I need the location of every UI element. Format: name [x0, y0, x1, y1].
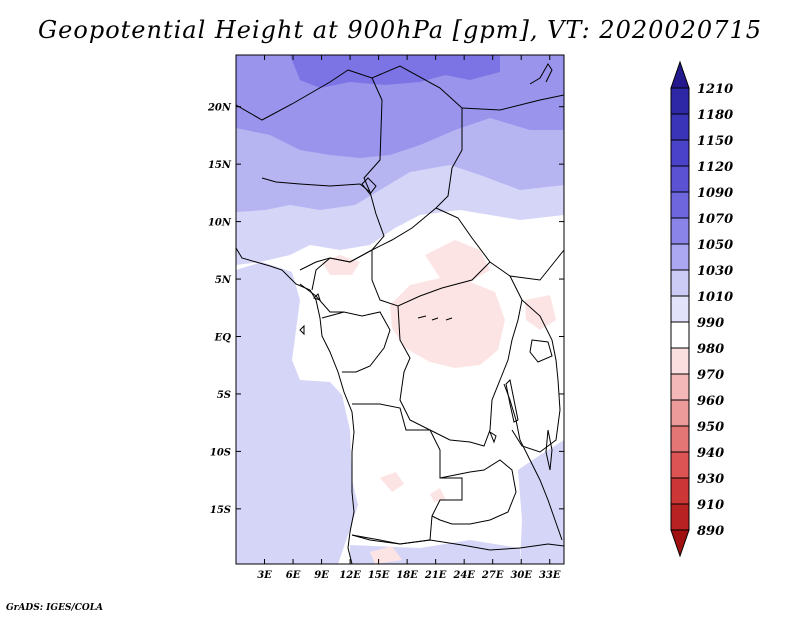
colorbar-swatch [670, 399, 690, 427]
shade-pink-west [322, 255, 360, 275]
border-tanzania [511, 299, 561, 453]
border-south-namibia [351, 534, 564, 551]
colorbar-label: 1150 [697, 134, 733, 149]
colorbar-label: 910 [697, 498, 724, 513]
colorbar-swatch [670, 503, 690, 531]
grads-credit: GrADS: IGES/COLA [6, 603, 104, 613]
colorbar-label: 970 [697, 368, 724, 383]
lake-chad [361, 177, 377, 195]
islands-gulf [299, 293, 321, 336]
colorbar-label: 1050 [697, 238, 733, 253]
colorbar-label: 930 [697, 472, 724, 487]
colorbar-label: 1030 [697, 264, 733, 279]
lat-label: 15N [208, 160, 232, 171]
border-sudan-car [435, 207, 564, 281]
colorbar-label: 980 [697, 342, 724, 357]
shade-ocean [236, 262, 358, 564]
colorbar-swatch [670, 477, 690, 505]
colorbar-label: 950 [697, 420, 724, 435]
lat-label: EQ [214, 333, 232, 344]
colorbar-swatch [670, 295, 690, 323]
colorbar-label: 1010 [697, 290, 733, 305]
country-borders [236, 63, 564, 564]
shade-pink-east [525, 295, 556, 330]
shade-pink-south [380, 472, 404, 492]
colorbar-swatch [670, 321, 690, 349]
colorbar: 1210 1180 1150 1120 1090 1070 1050 1030 1010 990 9… [670, 60, 733, 558]
lon-label: 24E [452, 570, 475, 581]
colorbar-swatch [670, 425, 690, 453]
colorbar-label: 990 [697, 316, 724, 331]
border-gabon-congo [321, 311, 391, 373]
colorbar-swatch [670, 113, 690, 141]
lon-label: 30E [510, 570, 532, 581]
lake-mweru [488, 430, 497, 444]
colorbar-swatch [670, 243, 690, 271]
border-chad-sudan [371, 108, 463, 251]
border-cameroon [299, 249, 373, 313]
colorbar-bottom-arrow [670, 529, 690, 558]
border-sahara-2 [347, 65, 463, 109]
colorbar-swatch [670, 87, 690, 115]
shade-north-dark [290, 55, 500, 88]
shade-southeast [518, 440, 564, 564]
lake-malawi [545, 429, 553, 471]
colorbar-label: 940 [697, 446, 724, 461]
lat-axis: 20N 15N 10N 5N EQ 5S 10S 15S [207, 103, 564, 516]
colorbar-label: 960 [697, 394, 724, 409]
colorbar-swatch [670, 165, 690, 193]
colorbar-swatch [670, 347, 690, 375]
lon-label: 6E [286, 570, 301, 581]
colorbar-top-arrow [670, 60, 690, 89]
border-drc [397, 275, 523, 447]
lat-label: 10S [210, 447, 231, 458]
coastline-west-africa [236, 247, 355, 564]
border-zambia [431, 459, 517, 525]
lon-label: 9E [314, 570, 329, 581]
lat-label: 5N [215, 275, 232, 286]
lon-label: 15E [368, 570, 390, 581]
colorbar-label: 890 [697, 524, 724, 539]
colorbar-swatch [670, 217, 690, 245]
lon-label: 12E [339, 570, 361, 581]
shade-pink-south3 [430, 488, 446, 502]
border-car-south [371, 250, 491, 307]
lake-tanganyika [505, 378, 519, 423]
river-ubangi [417, 315, 453, 321]
lake-victoria [529, 339, 553, 363]
colorbar-swatch [670, 269, 690, 297]
border-sahara-1 [236, 69, 349, 121]
border-horn [529, 63, 553, 85]
colorbar-swatch [670, 191, 690, 219]
lon-label: 18E [396, 570, 418, 581]
lon-label: 33E [539, 570, 561, 581]
colorbar-label: 1090 [697, 186, 733, 201]
colorbar-label: 1210 [697, 82, 733, 97]
lon-label: 3E [257, 570, 272, 581]
chart-title: Geopotential Height at 900hPa [gpm], VT:… [38, 16, 762, 44]
shade-pink-central [390, 278, 505, 368]
lat-label: 15S [210, 505, 231, 516]
colorbar-label: 1070 [697, 212, 733, 227]
field-shading [236, 55, 564, 564]
lon-label: 21E [424, 570, 447, 581]
colorbar-label: 1120 [697, 160, 733, 175]
colorbar-swatch [670, 451, 690, 479]
colorbar-label: 1180 [697, 108, 733, 123]
lat-label: 20N [207, 103, 232, 114]
lat-label: 10N [208, 218, 232, 229]
shade-pink-south2 [370, 546, 402, 564]
lon-axis: 3E 6E 9E 12E 15E 18E 21E 24E 27E 30E 33E [257, 55, 561, 581]
border-niger-chad [363, 77, 383, 193]
lon-label: 27E [481, 570, 504, 581]
plot-frame [235, 54, 565, 565]
lat-label: 5S [217, 390, 231, 401]
colorbar-swatch [670, 139, 690, 167]
shade-pink-north [425, 240, 490, 282]
border-east-lakes [503, 383, 563, 541]
border-east-sudan [461, 94, 564, 111]
colorbar-swatch [670, 373, 690, 401]
